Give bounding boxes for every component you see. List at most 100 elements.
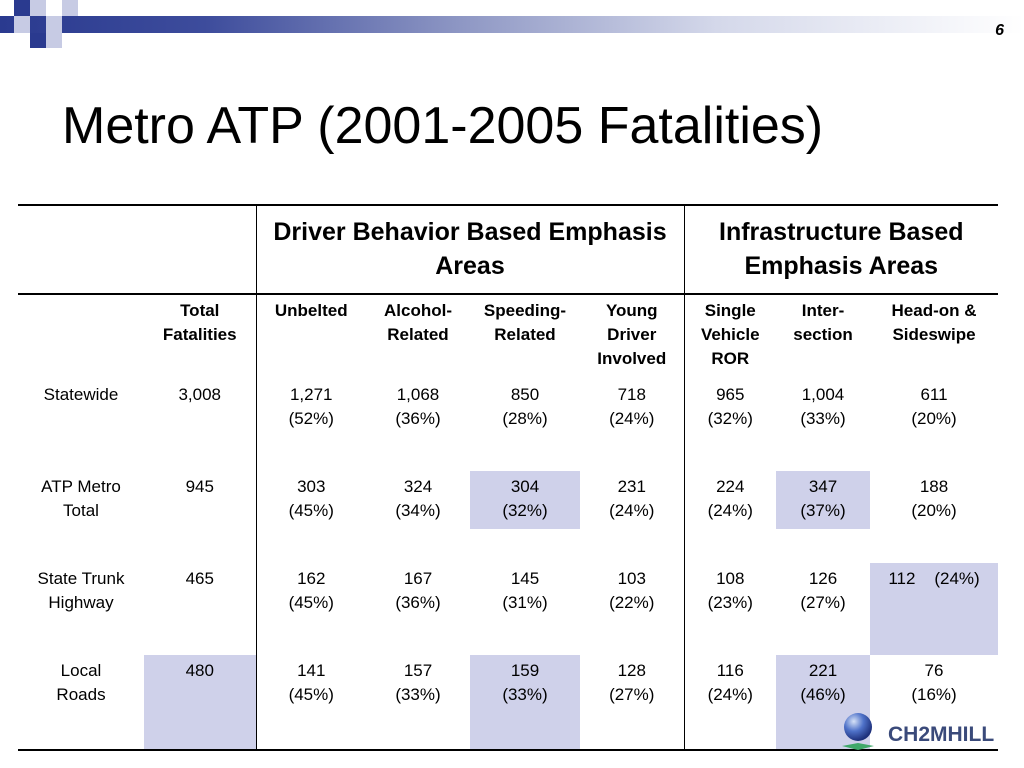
cell-percent: (24%)	[707, 501, 753, 520]
cell-count: 167	[403, 569, 433, 588]
cell-count: 1,004	[801, 385, 845, 404]
cell-percent: (28%)	[502, 409, 548, 428]
cell-single: 965 (32%)	[683, 379, 776, 471]
header-square-decor	[30, 33, 46, 48]
column-header-speeding: Speeding-Related	[470, 294, 580, 379]
header-square-decor	[14, 16, 30, 33]
column-header-row: Total Fatalities Unbelted Alcohol-Relate…	[18, 294, 998, 379]
column-header-intersection: Inter-section	[776, 294, 870, 379]
fatalities-table: Driver Behavior Based Emphasis Areas Inf…	[18, 204, 999, 751]
slide-number: 6	[995, 22, 1004, 39]
cell-count: 76	[924, 661, 944, 680]
header-square-decor	[30, 0, 46, 16]
table-row: ATP Metro Total 945 303 (45%) 324 (34%) 30…	[18, 471, 998, 563]
cell-percent: (23%)	[707, 593, 753, 612]
cell-count: 221	[808, 661, 838, 680]
cell-total: 465	[185, 569, 214, 588]
cell-percent: (27%)	[609, 685, 655, 704]
column-header-alcohol: Alcohol-Related	[366, 294, 470, 379]
header-square-decor	[14, 0, 30, 16]
column-header-alcohol-text: Alcohol-Related	[384, 301, 452, 344]
cell-percent: (20%)	[911, 501, 957, 520]
cell-speeding: 145 (31%)	[470, 563, 580, 655]
cell-count: 304	[510, 477, 540, 496]
table-header-row: Driver Behavior Based Emphasis Areas Inf…	[18, 204, 999, 295]
cell-count: 324	[403, 477, 433, 496]
cell-percent: (46%)	[800, 685, 846, 704]
cell-value: 112 (24%)	[888, 569, 980, 588]
cell-young: 231 (24%)	[580, 471, 684, 563]
cell-count: 128	[617, 661, 646, 680]
table-row: State Trunk Highway 465 162 (45%) 167 (36%…	[18, 563, 999, 655]
cell-unbelted: 303 (45%)	[255, 471, 366, 563]
cell-headon-highlighted: 112 (24%)	[870, 563, 999, 655]
cell-count: 157	[403, 661, 433, 680]
cell-single: 108 (23%)	[683, 563, 776, 655]
cell-count: 1,068	[396, 385, 440, 404]
cell-count: 303	[297, 477, 326, 496]
cell-count: 162	[297, 569, 326, 588]
logo-text: CH2MHILL	[888, 723, 995, 746]
cell-percent: (32%)	[502, 501, 548, 520]
column-header-single-text: Single Vehicle ROR	[700, 301, 760, 368]
cell-count: 231	[617, 477, 646, 496]
row-label: ATP Metro Total	[18, 471, 144, 563]
column-header-total: Total Fatalities	[144, 294, 256, 379]
cell-percent: (33%)	[800, 409, 846, 428]
cell-unbelted: 162 (45%)	[255, 563, 366, 655]
logo-base-icon	[842, 743, 874, 750]
cell-percent: (24%)	[707, 685, 753, 704]
header-square-decor	[62, 0, 78, 16]
cell-count: 103	[617, 569, 646, 588]
table-row: Local Roads 480 141 (45%) 157 (33%) 159 (33…	[18, 655, 999, 751]
ch2mhill-logo	[842, 713, 874, 750]
cell-count: 611	[920, 385, 948, 404]
cell-percent: (24%)	[609, 409, 655, 428]
row-label: Statewide	[43, 385, 119, 404]
cell-total: 945	[185, 477, 214, 496]
cell-young: 718 (24%)	[580, 379, 684, 471]
cell-percent: (37%)	[800, 501, 846, 520]
cell-percent: (24%)	[609, 501, 655, 520]
column-header-young-text: Young Driver Involved	[597, 301, 667, 368]
cell-count: 1,271	[289, 385, 333, 404]
cell-speeding: 850 (28%)	[470, 379, 580, 471]
cell-intersection: 126 (27%)	[776, 563, 870, 655]
cell-count: 108	[716, 569, 745, 588]
column-header-empty	[18, 294, 144, 379]
cell-young: 103 (22%)	[580, 563, 684, 655]
cell-speeding-highlighted: 159 (33%)	[470, 655, 580, 751]
header-gradient-bar	[0, 16, 1024, 33]
cell-alcohol: 157 (33%)	[366, 655, 470, 751]
cell-percent: (20%)	[911, 409, 957, 428]
cell-count: 116	[716, 661, 744, 680]
cell-intersection-highlighted: 221 (46%)	[776, 655, 870, 751]
cell-count: 188	[919, 477, 949, 496]
cell-alcohol: 324 (34%)	[366, 471, 470, 563]
cell-count: 224	[716, 477, 745, 496]
cell-intersection: 1,004 (33%)	[776, 379, 870, 471]
cell-unbelted: 141 (45%)	[255, 655, 366, 751]
column-header-unbelted: Unbelted	[255, 294, 366, 379]
cell-total-highlighted: 480	[144, 655, 256, 751]
cell-alcohol: 167 (36%)	[366, 563, 470, 655]
globe-icon	[844, 713, 872, 741]
cell-single: 116 (24%)	[683, 655, 776, 751]
cell-percent: (45%)	[288, 501, 334, 520]
row-label-text: Local Roads	[56, 661, 106, 704]
column-header-headon-text: Head-on & Sideswipe	[891, 301, 977, 344]
cell-headon: 76 (16%)	[870, 655, 999, 751]
cell-percent: (52%)	[288, 409, 334, 428]
cell-headon: 611 (20%)	[870, 379, 998, 471]
cell-percent: (16%)	[911, 685, 957, 704]
row-label-text: State Trunk Highway	[37, 569, 125, 612]
cell-percent: (45%)	[288, 593, 334, 612]
cell-count: 141	[297, 661, 326, 680]
header-driver-behavior: Driver Behavior Based Emphasis Areas	[255, 204, 684, 295]
cell-intersection-highlighted: 347 (37%)	[776, 471, 870, 563]
cell-count: 159	[510, 661, 540, 680]
cell-total: 3,008	[178, 385, 222, 404]
cell-percent: (45%)	[288, 685, 334, 704]
column-header-speeding-text: Speeding-Related	[483, 301, 567, 344]
cell-percent: (32%)	[707, 409, 753, 428]
